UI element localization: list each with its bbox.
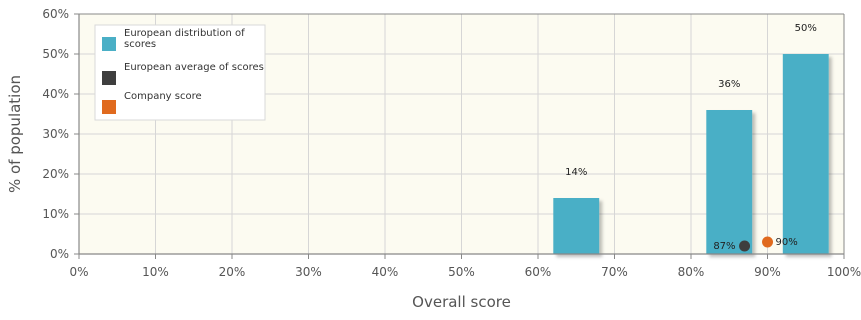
x-tick-label: 0% bbox=[69, 265, 88, 279]
legend-swatch-1 bbox=[102, 37, 116, 51]
x-tick-label: 90% bbox=[754, 265, 781, 279]
x-tick-label: 70% bbox=[601, 265, 628, 279]
legend-box bbox=[94, 24, 266, 121]
bar-value-label: 50% bbox=[795, 23, 817, 34]
y-tick-label: 0% bbox=[50, 247, 69, 261]
bar-value-label: 14% bbox=[565, 167, 587, 178]
x-tick-label: 100% bbox=[827, 265, 861, 279]
x-tick-label: 20% bbox=[219, 265, 246, 279]
y-tick-label: 20% bbox=[42, 167, 69, 181]
legend-label: European average of scores bbox=[124, 62, 264, 73]
x-tick-label: 50% bbox=[448, 265, 475, 279]
legend-label: European distribution of bbox=[124, 28, 245, 39]
y-tick-label: 40% bbox=[42, 87, 69, 101]
bar-value-label: 36% bbox=[718, 79, 740, 90]
x-tick-label: 40% bbox=[372, 265, 399, 279]
bar-1 bbox=[553, 198, 600, 254]
marker-value-label: 90% bbox=[776, 237, 798, 248]
y-tick-label: 10% bbox=[42, 207, 69, 221]
european-average-marker bbox=[739, 240, 751, 252]
x-tick-label: 80% bbox=[678, 265, 705, 279]
y-axis-title: % of population bbox=[6, 75, 24, 193]
y-tick-label: 50% bbox=[42, 47, 69, 61]
x-axis-title: Overall score bbox=[412, 293, 511, 311]
bars-group: 14% 36% 50% bbox=[553, 23, 829, 254]
bar-2 bbox=[706, 110, 753, 254]
x-tick-label: 10% bbox=[142, 265, 169, 279]
bar-3 bbox=[782, 54, 829, 254]
points-group: 87% 90% bbox=[713, 236, 798, 252]
y-tick-label: 30% bbox=[42, 127, 69, 141]
marker-value-label: 87% bbox=[713, 241, 735, 252]
y-tick-label: 60% bbox=[42, 7, 69, 21]
legend-swatch-2 bbox=[102, 71, 116, 85]
legend-label: scores bbox=[124, 39, 156, 50]
legend-label: Company score bbox=[124, 91, 202, 102]
x-tick-label: 30% bbox=[295, 265, 322, 279]
legend-swatch-3 bbox=[102, 100, 116, 114]
x-tick-label: 60% bbox=[525, 265, 552, 279]
tick-labels-group: 0% 10% 20% 30% 40% 50% 60% 70% 80% 90% 100% 0% 10% 20… bbox=[42, 7, 861, 279]
company-score-marker bbox=[762, 236, 773, 248]
